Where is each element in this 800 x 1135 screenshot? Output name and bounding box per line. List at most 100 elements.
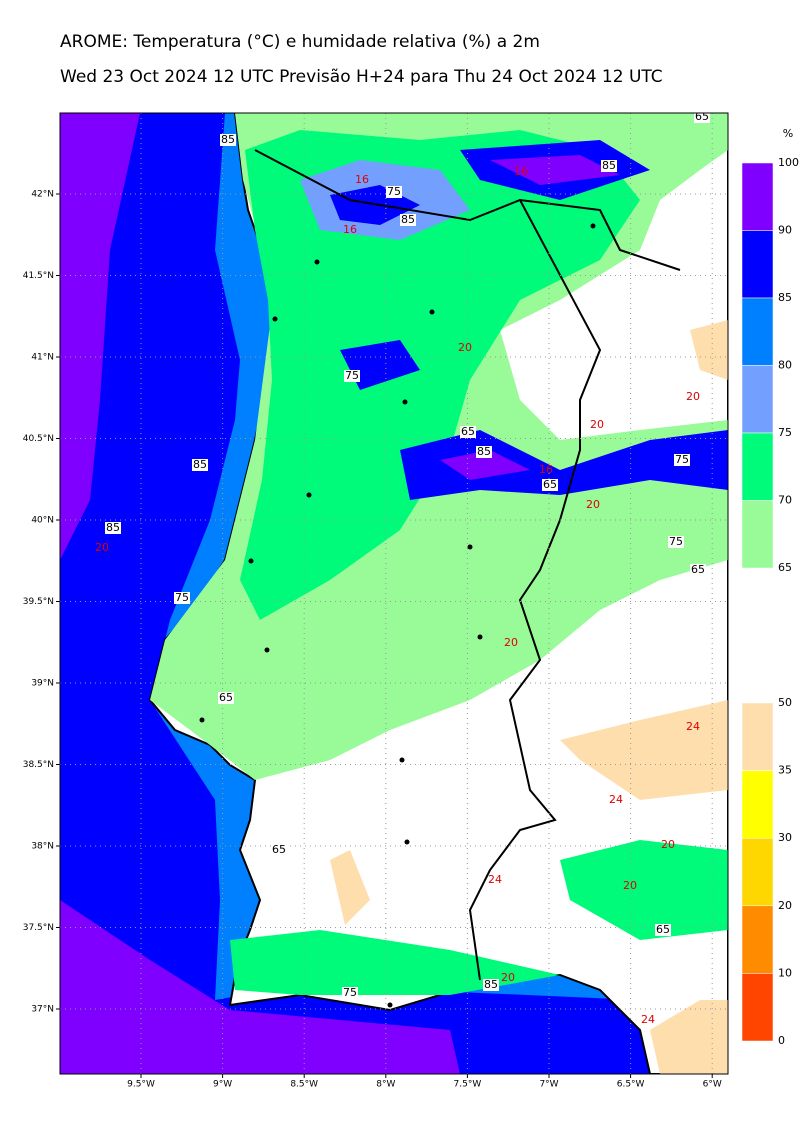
humidity-contour-label: 85 — [221, 133, 235, 146]
city — [248, 558, 254, 564]
ocean-humid — [60, 900, 460, 1074]
contour-label-bg — [271, 844, 287, 856]
temperature-contour-label: 16 — [343, 223, 357, 236]
city — [387, 1002, 393, 1008]
humidity-tick-label: 65 — [778, 561, 792, 574]
contour-label-bg — [655, 924, 671, 936]
lat-label: 40°N — [31, 516, 54, 526]
lon-label: 6°W — [703, 1080, 722, 1090]
temperature-contour-label: 20 — [586, 498, 600, 511]
humidity-tick-label: 100 — [778, 156, 799, 169]
humidity-band — [741, 162, 774, 231]
humidity-contour-label: 75 — [175, 591, 189, 604]
contour-label-bg — [668, 536, 684, 548]
humid-75 — [230, 930, 560, 995]
humid-75 — [240, 130, 640, 620]
humidity-contour-label: 85 — [106, 521, 120, 534]
temperature-contour-label: 16 — [355, 173, 369, 186]
temperature-tick-label: 35 — [778, 764, 792, 777]
humidity-contour-label: 75 — [669, 535, 683, 548]
temperature-contour-label: 20 — [501, 971, 515, 984]
humidity-tick-label: 90 — [778, 224, 792, 237]
lon-label: 7.5°W — [454, 1080, 482, 1090]
contour-label-bg — [694, 113, 710, 123]
lat-label: 37.5°N — [23, 923, 54, 933]
temperature-contour-label: 16 — [514, 165, 528, 178]
contour-label-bg — [601, 160, 617, 172]
humidity-contour-label: 85 — [477, 445, 491, 458]
contour-label-bg — [674, 454, 690, 466]
contour-label-bg — [218, 692, 234, 704]
temperature-tick-label: 20 — [778, 899, 792, 912]
lon-label: 9.5°W — [127, 1080, 155, 1090]
temperature-contour-label: 20 — [504, 636, 518, 649]
contour-label-bg — [105, 522, 121, 534]
city — [306, 492, 312, 498]
lon-label: 6.5°W — [617, 1080, 645, 1090]
humidity-contour-label: 65 — [543, 478, 557, 491]
contour-label-bg — [192, 459, 208, 471]
temperature-contour-label: 20 — [458, 341, 472, 354]
humidity-tick-label: 70 — [778, 494, 792, 507]
lat-label: 41°N — [31, 353, 54, 363]
lon-label: 8°W — [376, 1080, 395, 1090]
lon-label: 8.5°W — [290, 1080, 318, 1090]
temperature-tick-label: 10 — [778, 966, 792, 979]
humidity-contour-label: 65 — [461, 425, 475, 438]
humidity-contour-label: 75 — [343, 986, 357, 999]
temp-24 — [690, 320, 728, 380]
contour-label-bg — [342, 987, 358, 999]
temperature-band — [741, 905, 774, 974]
temperature-contour-label: 24 — [641, 1013, 655, 1026]
contour-label-bg — [690, 564, 706, 576]
humidity-contour-label: 65 — [272, 843, 286, 856]
contour-label-bg — [400, 214, 416, 226]
city — [429, 309, 435, 315]
humid-90 — [440, 450, 530, 480]
temperature-contour-label: 20 — [95, 541, 109, 554]
temperature-contour-label: 24 — [609, 793, 623, 806]
map-area: 8575858575658565757565858575656565758565… — [60, 110, 728, 1074]
temperature-contour-label: 20 — [590, 418, 604, 431]
contour-label-bg — [174, 592, 190, 604]
temp-24 — [650, 1000, 728, 1074]
humidity-contour-label: 85 — [401, 213, 415, 226]
humidity-band — [741, 230, 774, 299]
humidity-contour-label: 65 — [656, 923, 670, 936]
lat-label: 42°N — [31, 190, 54, 200]
title: AROME: Temperatura (°C) e humidade relat… — [60, 32, 540, 52]
temperature-contour-label: 16 — [539, 463, 553, 476]
temperature-band — [741, 973, 774, 1042]
humidity-contour-label: 75 — [675, 453, 689, 466]
border — [254, 149, 681, 981]
temperature-contour-label: 20 — [686, 390, 700, 403]
lat-label: 39.5°N — [23, 597, 54, 607]
colorbar-unit: % — [783, 127, 793, 140]
temperature-contour-label: 20 — [623, 879, 637, 892]
lon-label: 7°W — [539, 1080, 558, 1090]
contour-label-bg — [483, 979, 499, 991]
map-frame — [59, 112, 729, 1075]
temperature-contour-label: 24 — [488, 873, 502, 886]
lat-label: 41.5°N — [23, 271, 54, 281]
contour-label-bg — [542, 479, 558, 491]
contour-label-bg — [220, 134, 236, 146]
humid-90 — [490, 155, 620, 185]
city — [467, 544, 473, 550]
ocean-humid — [60, 113, 140, 560]
humidity-contour-label: 85 — [602, 159, 616, 172]
city — [272, 316, 278, 322]
city — [590, 223, 596, 229]
humidity-contour-label: 65 — [695, 110, 709, 123]
temperature-tick-label: 50 — [778, 696, 792, 709]
lat-label: 40.5°N — [23, 434, 54, 444]
humidity-contour-label: 75 — [387, 185, 401, 198]
humidity-band — [741, 432, 774, 501]
temperature-contour-label: 24 — [686, 720, 700, 733]
temperature-band — [741, 770, 774, 839]
temperature-band — [741, 837, 774, 907]
humidity-contour-label: 65 — [691, 563, 705, 576]
city — [477, 634, 483, 640]
